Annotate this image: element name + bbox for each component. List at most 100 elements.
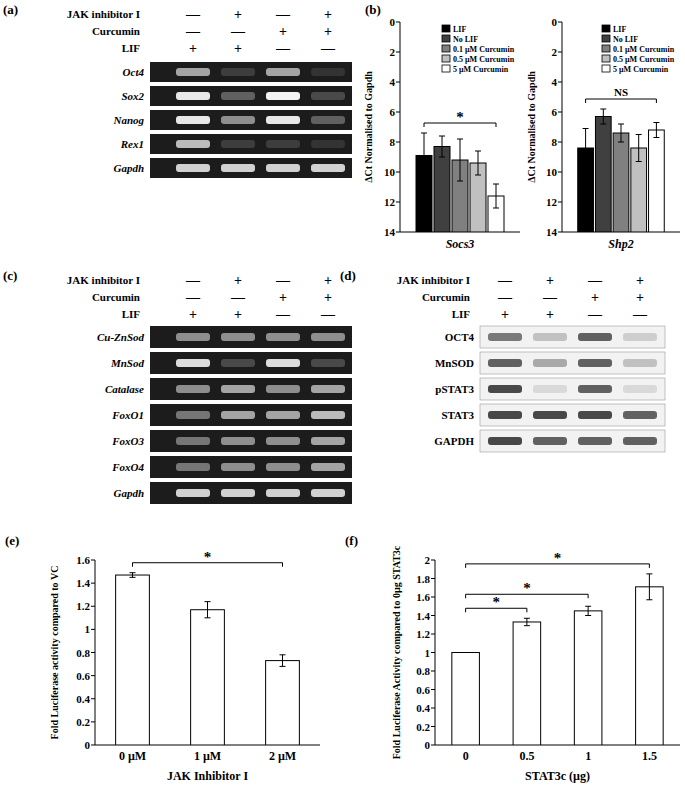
error-cap: [421, 178, 427, 179]
y-tick-label: 14: [384, 226, 396, 238]
y-tick: [396, 82, 400, 83]
lane-strip: [150, 352, 352, 374]
lane-strip: [480, 404, 665, 426]
row-label: Gapdh: [113, 162, 144, 174]
bar: [613, 133, 629, 232]
row-label: FoxO1: [111, 409, 144, 421]
lane-strip: [480, 352, 665, 374]
error-cap: [583, 167, 589, 168]
condition-label: Curcumin: [92, 25, 140, 37]
lane-strip: [150, 110, 352, 130]
band: [176, 385, 210, 393]
band: [221, 92, 255, 100]
error-stem: [207, 602, 208, 618]
error-bar: [493, 184, 499, 208]
y-tick: [91, 675, 95, 676]
band: [221, 333, 255, 341]
condition-label: JAK inhibitor I: [397, 274, 470, 286]
error-stem: [649, 574, 650, 600]
legend-label: 0.1 µM Curcumin: [453, 45, 515, 54]
y-tick-label: 2: [390, 46, 396, 58]
condition-sign: +: [636, 290, 644, 305]
legend-label: LIF: [613, 25, 626, 34]
band: [221, 437, 255, 445]
band: [176, 140, 210, 148]
x-axis-title: JAK Inhibitor I: [167, 769, 248, 783]
condition-label: LIF: [452, 308, 471, 320]
y-axis-title: ΔCt Normalised to Gapdh: [526, 71, 537, 183]
y-tick-label: 0.6: [416, 684, 430, 696]
condition-sign: —: [185, 290, 201, 305]
band: [311, 489, 345, 497]
band: [176, 411, 210, 419]
error-cap: [493, 208, 499, 209]
error-stem: [132, 573, 133, 578]
band: [311, 333, 345, 341]
error-stem: [526, 618, 527, 625]
error-stem: [442, 136, 443, 157]
legend-label: No LIF: [453, 35, 478, 44]
condition-sign: +: [234, 7, 242, 22]
error-bar: [205, 602, 211, 618]
condition-sign: +: [501, 307, 509, 322]
band: [176, 116, 210, 124]
category-label: 1 µM: [194, 749, 221, 763]
lane-strip: [150, 62, 352, 82]
error-cap: [524, 625, 530, 626]
y-tick: [431, 671, 435, 672]
condition-sign: +: [546, 273, 554, 288]
band: [266, 140, 300, 148]
legend-swatch: [442, 45, 450, 52]
band: [578, 411, 612, 419]
y-tick-label: 0: [85, 739, 91, 751]
y-tick-label: 8: [390, 136, 396, 148]
row-label: MnSOD: [435, 357, 474, 369]
y-tick: [431, 745, 435, 746]
lane-strip: [150, 430, 352, 452]
y-tick: [396, 232, 400, 233]
error-bar: [457, 139, 463, 181]
bar-chart: 02468101214ΔCt Normalised to GapdhShp2LI…: [526, 16, 680, 251]
lane-strip: [150, 482, 352, 504]
row-label: STAT3: [441, 409, 474, 421]
y-tick: [431, 726, 435, 727]
category-label: 1.5: [642, 749, 657, 763]
bar-chart: (e)00.20.40.60.811.21.41.6Fold Luciferas…: [5, 533, 320, 783]
y-tick: [558, 172, 562, 173]
error-cap: [493, 184, 499, 185]
y-tick-label: 12: [384, 196, 396, 208]
error-stem: [585, 129, 586, 168]
lane-strip: [150, 134, 352, 154]
band: [488, 333, 522, 341]
band: [578, 359, 612, 367]
error-bar: [653, 123, 659, 138]
y-axis-title: Fold Luciferase activity compared to VC: [49, 566, 60, 740]
condition-sign: +: [324, 24, 332, 39]
band: [311, 437, 345, 445]
lane-strip: [150, 326, 352, 348]
condition-sign: —: [497, 290, 513, 305]
panel-label: (b): [365, 2, 381, 17]
gel-panel: (a)JAK inhibitor I—+—+Curcumin——++LIF++—…: [3, 2, 352, 178]
y-tick: [558, 112, 562, 113]
category-label: 0: [463, 749, 469, 763]
condition-sign: —: [320, 307, 336, 322]
y-tick-label: 10: [546, 166, 558, 178]
error-cap: [583, 128, 589, 129]
band: [221, 489, 255, 497]
band: [266, 164, 300, 172]
band: [533, 333, 567, 341]
y-tick: [91, 652, 95, 653]
y-tick-label: 1.6: [416, 591, 430, 603]
error-stem: [478, 151, 479, 175]
band: [176, 68, 210, 76]
legend-swatch: [602, 65, 610, 72]
category-label: 2 µM: [269, 749, 296, 763]
band: [176, 92, 210, 100]
y-tick: [558, 52, 562, 53]
plot-area: [452, 574, 663, 745]
band: [311, 164, 345, 172]
error-cap: [524, 618, 530, 619]
row-label: Nanog: [112, 114, 144, 126]
bar: [595, 117, 611, 233]
